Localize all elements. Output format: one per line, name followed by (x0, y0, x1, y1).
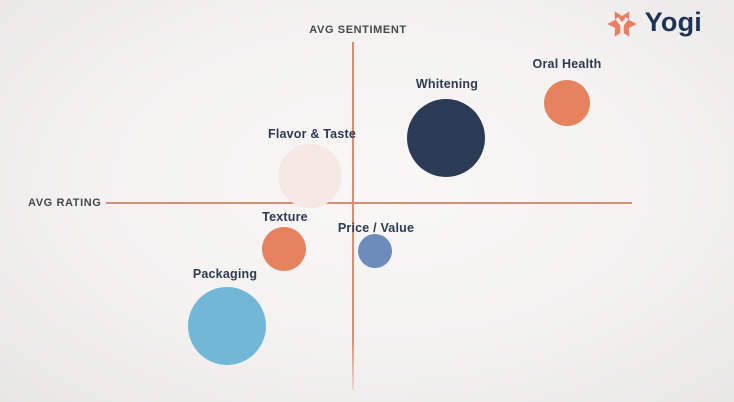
yogi-logo: Yogi (606, 8, 702, 40)
logo-wordmark: Yogi (644, 6, 702, 37)
bubble-label-price-value: Price / Value (337, 221, 415, 235)
x-axis-line (106, 202, 632, 204)
bubble-label-texture: Texture (262, 210, 308, 224)
bubble-price-value[interactable] (358, 234, 392, 268)
bubble-oral-health[interactable] (544, 80, 590, 126)
y-axis-label: AVG SENTIMENT (309, 24, 407, 36)
yogi-star-icon (606, 8, 638, 40)
bubble-label-packaging: Packaging (192, 267, 258, 281)
bubble-whitening[interactable] (407, 99, 485, 177)
bubble-flavor-taste[interactable] (278, 144, 342, 208)
x-axis-label: AVG RATING (28, 197, 102, 209)
bubble-texture[interactable] (262, 227, 306, 271)
bubble-packaging[interactable] (188, 287, 266, 365)
bubble-label-whitening: Whitening (415, 77, 479, 91)
bubble-label-oral-health: Oral Health (532, 57, 602, 71)
y-axis-line (352, 42, 354, 390)
bubble-label-flavor-taste: Flavor & Taste (267, 127, 357, 141)
